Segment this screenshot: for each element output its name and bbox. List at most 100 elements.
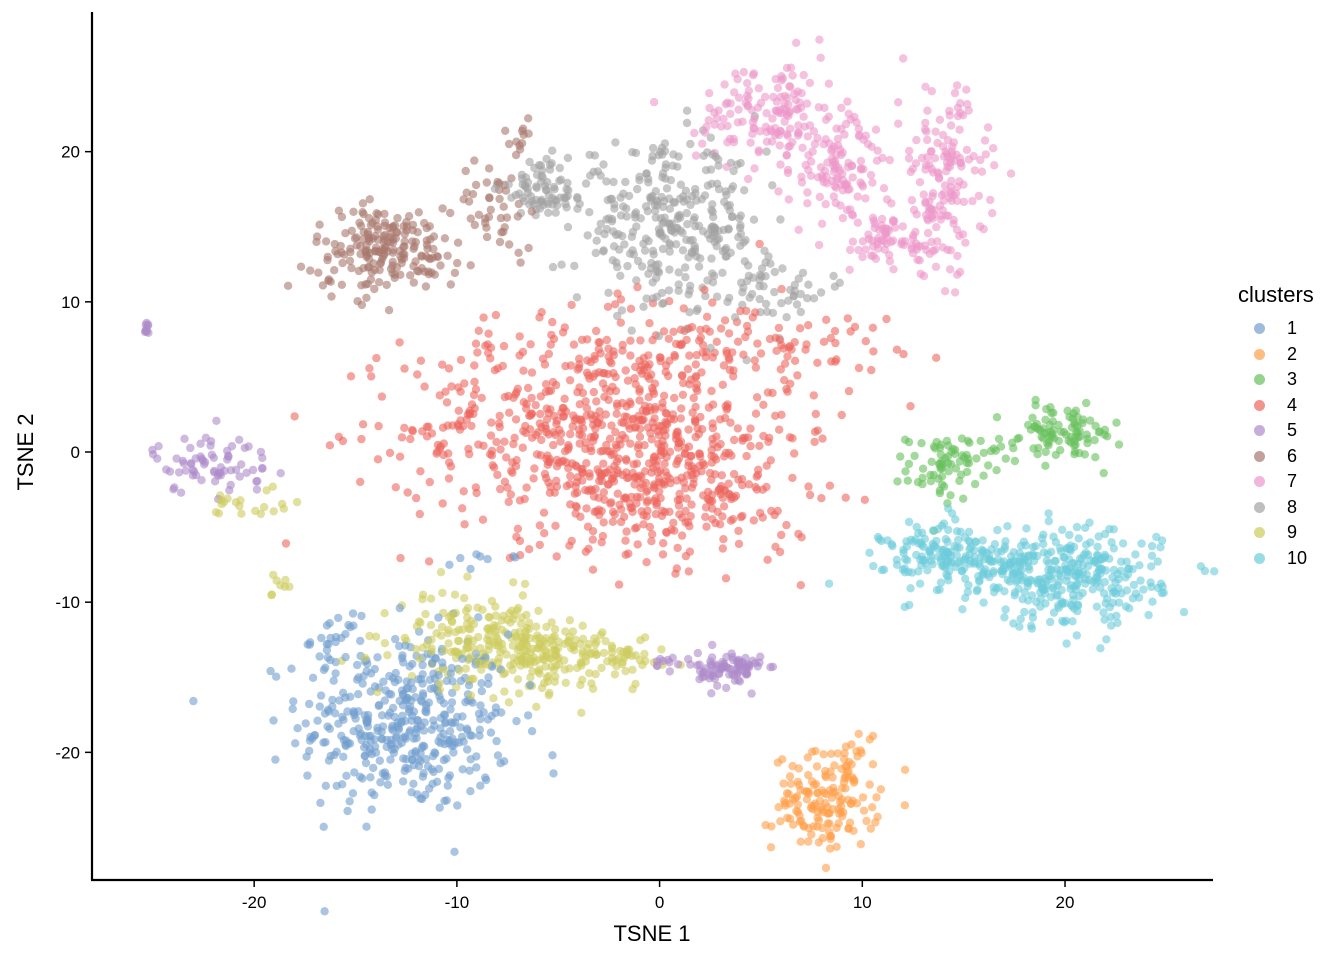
data-point-cluster-8	[678, 246, 688, 255]
data-point-cluster-1	[463, 726, 472, 735]
data-point-cluster-7	[819, 178, 828, 187]
data-point-cluster-4	[790, 449, 799, 458]
data-point-cluster-4	[557, 457, 566, 466]
data-point-cluster-4	[325, 441, 335, 450]
data-point-cluster-10	[1147, 541, 1157, 551]
data-point-cluster-8	[654, 268, 664, 277]
data-point-cluster-2	[858, 793, 868, 802]
data-point-cluster-3	[1041, 461, 1050, 470]
data-point-cluster-5	[197, 476, 206, 485]
data-point-cluster-5	[179, 459, 188, 468]
data-point-cluster-4	[575, 439, 584, 448]
data-point-cluster-8	[620, 240, 629, 249]
data-point-cluster-10	[974, 559, 984, 568]
data-point-cluster-4	[588, 565, 598, 574]
legend-item-cluster-9: 9	[1238, 520, 1314, 546]
data-point-cluster-9	[631, 679, 640, 689]
data-point-cluster-6	[356, 242, 365, 251]
data-point-cluster-4	[671, 569, 680, 578]
data-point-cluster-8	[596, 219, 605, 229]
data-point-cluster-1	[445, 560, 454, 569]
data-point-cluster-9	[435, 678, 444, 688]
data-point-cluster-9	[269, 507, 278, 516]
data-point-cluster-10	[975, 576, 984, 585]
data-point-cluster-8	[718, 268, 727, 277]
data-point-cluster-8	[744, 261, 753, 270]
data-point-cluster-6	[388, 238, 398, 247]
data-point-cluster-8	[669, 150, 678, 159]
data-point-cluster-3	[1028, 413, 1037, 422]
data-point-cluster-8	[573, 194, 582, 203]
data-point-cluster-4	[734, 475, 743, 484]
data-point-cluster-4	[541, 387, 550, 397]
data-point-cluster-4	[776, 365, 785, 374]
data-point-cluster-4	[577, 335, 587, 344]
data-point-cluster-4	[718, 544, 727, 553]
data-point-cluster-8	[688, 235, 697, 245]
data-point-cluster-7	[780, 91, 789, 101]
data-point-cluster-6	[417, 264, 426, 273]
data-point-cluster-8	[720, 197, 729, 207]
data-point-cluster-9	[542, 648, 551, 657]
data-point-cluster-3	[965, 438, 974, 447]
data-point-cluster-4	[490, 366, 500, 375]
data-point-cluster-1	[446, 669, 455, 678]
data-point-cluster-9	[418, 595, 427, 604]
data-point-cluster-1	[511, 553, 520, 562]
data-point-cluster-4	[499, 341, 509, 351]
data-point-cluster-9	[601, 637, 610, 646]
data-point-cluster-10	[1023, 582, 1032, 591]
data-point-cluster-4	[783, 387, 792, 396]
data-point-cluster-7	[955, 267, 965, 277]
data-point-cluster-8	[761, 299, 771, 309]
data-point-cluster-10	[898, 565, 908, 574]
data-point-cluster-4	[667, 525, 676, 534]
data-point-cluster-7	[806, 157, 816, 166]
data-point-cluster-9	[522, 631, 531, 640]
data-point-cluster-8	[676, 180, 686, 189]
data-point-cluster-4	[422, 432, 432, 441]
data-point-cluster-4	[454, 406, 463, 415]
data-point-cluster-8	[676, 226, 685, 235]
data-point-cluster-4	[566, 500, 575, 509]
data-point-cluster-7	[705, 89, 714, 98]
data-point-cluster-4	[548, 317, 557, 327]
data-point-cluster-1	[466, 564, 475, 574]
data-point-cluster-4	[777, 410, 786, 419]
data-point-cluster-1	[338, 712, 347, 722]
data-point-cluster-6	[296, 262, 306, 271]
data-point-cluster-9	[657, 645, 666, 654]
data-point-cluster-4	[338, 436, 348, 446]
data-point-cluster-9	[585, 669, 594, 678]
data-point-cluster-9	[531, 634, 541, 644]
data-point-cluster-10	[1129, 580, 1139, 590]
data-point-cluster-4	[704, 403, 714, 412]
data-point-cluster-6	[388, 248, 398, 257]
data-point-cluster-7	[962, 145, 972, 155]
data-point-cluster-3	[946, 491, 955, 500]
data-point-cluster-7	[782, 63, 792, 73]
data-point-cluster-6	[422, 236, 431, 245]
data-point-cluster-2	[834, 809, 844, 818]
data-point-cluster-8	[682, 208, 691, 218]
data-point-cluster-7	[722, 162, 731, 172]
data-point-cluster-10	[1069, 590, 1078, 600]
data-point-cluster-4	[672, 460, 681, 469]
data-point-cluster-4	[488, 461, 497, 470]
data-point-cluster-4	[678, 513, 687, 522]
data-point-cluster-4	[626, 304, 636, 313]
data-point-cluster-6	[453, 238, 463, 247]
data-point-cluster-2	[821, 863, 831, 873]
data-point-cluster-4	[793, 371, 802, 380]
data-point-cluster-2	[774, 803, 783, 812]
data-point-cluster-8	[762, 307, 772, 316]
data-point-cluster-2	[876, 785, 886, 794]
data-point-cluster-1	[315, 702, 324, 711]
data-point-cluster-3	[917, 439, 926, 448]
data-point-cluster-7	[873, 240, 882, 249]
data-point-cluster-7	[803, 199, 812, 208]
data-point-cluster-9	[479, 659, 489, 668]
data-point-cluster-7	[868, 213, 878, 222]
data-point-cluster-10	[1108, 598, 1117, 608]
data-point-cluster-8	[693, 304, 702, 313]
